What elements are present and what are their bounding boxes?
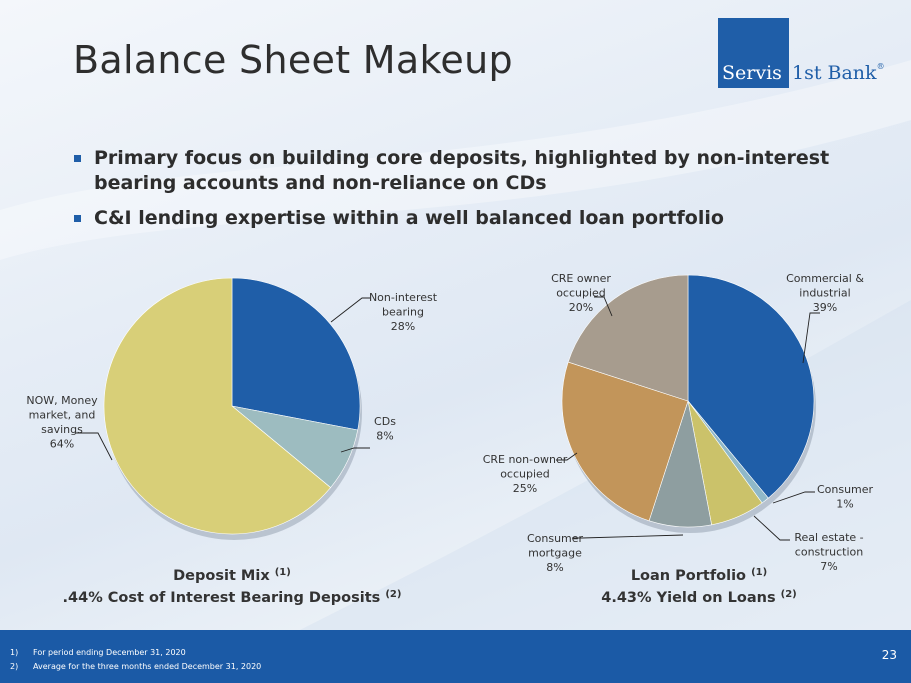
logo-registered-mark: ® [876,62,885,71]
slice-label: Commercial & industrial 39% [786,272,864,314]
slice-label: Consumer mortgage 8% [527,532,584,574]
leader-line [572,534,684,539]
bullet-list: Primary focus on building core deposits,… [72,146,852,241]
pie-slice [687,274,815,499]
logo: Servis 1st Bank® [718,18,888,88]
footnote-text: Average for the three months ended Decem… [33,662,262,671]
pie-slice [103,277,332,535]
leader-line [802,312,820,364]
bullet-square-icon [74,215,81,222]
leader-line [76,432,113,461]
footnote-number: 2) [10,662,19,671]
logo-part2-wrap: 1st Bank® [792,62,885,84]
bullet-item: Primary focus on building core deposits,… [72,146,852,196]
footnote-number: 1) [10,648,19,657]
page-title: Balance Sheet Makeup [73,38,513,82]
slice-label: CDs 8% [374,415,396,443]
slice-label: Real estate -construction 7% [794,531,863,573]
leader-line [340,447,370,453]
slice-label: CRE owner occupied 20% [551,272,611,314]
leader-line [330,297,370,323]
footer-bar: 1) For period ending December 31, 2020 2)… [0,630,911,683]
slice-label: Non-interest bearing 28% [369,291,438,333]
bullet-item: C&I lending expertise within a well bala… [72,206,852,231]
bullet-text: Primary focus on building core deposits,… [94,147,830,194]
logo-part1: Servis [722,62,782,84]
chart-subtitle: .44% Cost of Interest Bearing Deposits (… [63,589,402,606]
pie-slice [231,277,361,431]
footnote-2: 2) Average for the three months ended Dec… [10,662,261,671]
page-number: 23 [881,648,897,662]
slice-label: NOW, Money market, and savings 64% [26,394,98,451]
leader-line [772,491,815,504]
pie-slice [567,274,689,402]
slice-label: CRE non-owner occupied 25% [483,453,568,495]
leader-line [556,452,578,461]
footnote-text: For period ending December 31, 2020 [33,648,186,657]
leader-line [753,515,790,541]
logo-part2: 1st Bank [792,62,877,84]
pie-slice [561,361,689,522]
chart-title: Deposit Mix (1) [173,567,291,584]
logo-box [718,18,789,88]
bullet-text: C&I lending expertise within a well bala… [94,207,724,229]
slice-label: Consumer 1% [817,483,874,511]
chart-subtitle: 4.43% Yield on Loans (2) [601,589,796,606]
pie-charts: Non-interest bearing 28% CDs 8% NOW, Money mar… [26,272,874,606]
leader-line [594,296,613,317]
bullet-square-icon [74,155,81,162]
footnote-1: 1) For period ending December 31, 2020 [10,648,186,657]
chart-title: Loan Portfolio (1) [631,567,767,584]
